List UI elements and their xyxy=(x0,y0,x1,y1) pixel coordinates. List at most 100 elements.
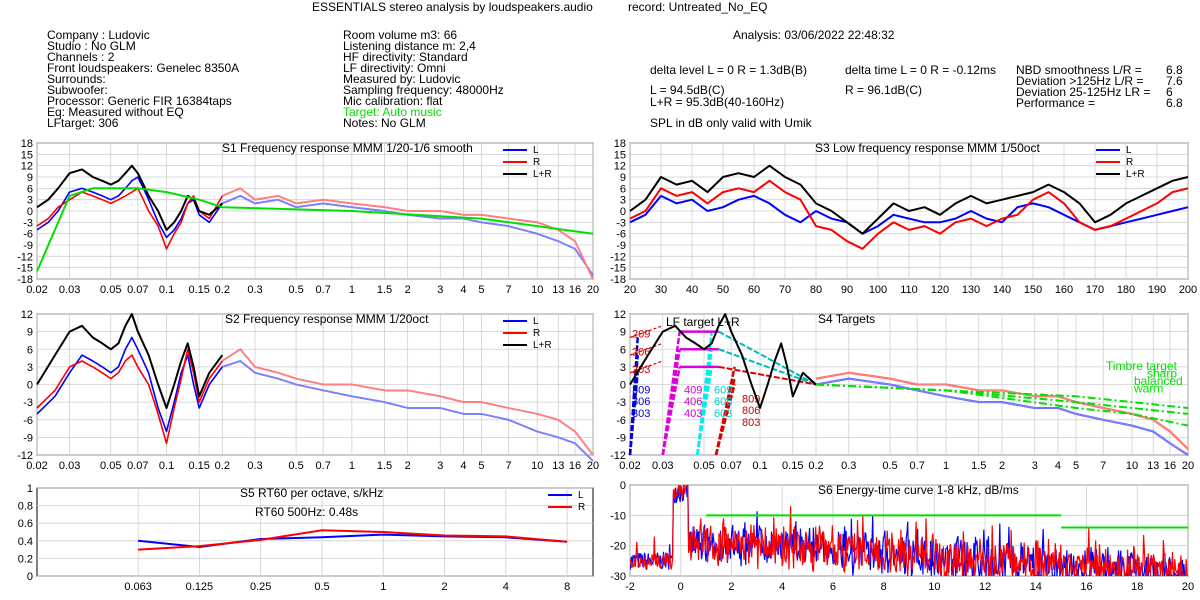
info-target: Target: Auto music xyxy=(343,105,442,119)
y-tick-label: -9 xyxy=(23,432,33,444)
info-surrounds: Surrounds: xyxy=(47,72,106,86)
target-label: 403 xyxy=(684,408,702,420)
info-subwoofer: Subwoofer: xyxy=(47,83,108,97)
x-tick-label: 0.05 xyxy=(100,460,121,472)
lf-target-line xyxy=(718,348,817,386)
y-tick-label: -6 xyxy=(616,415,626,427)
y-tick-label: 0 xyxy=(27,571,33,583)
x-tick-label: 20 xyxy=(1182,581,1194,593)
x-tick-label: 0.15 xyxy=(188,284,209,296)
x-tick-label: 0.3 xyxy=(247,460,262,472)
x-tick-label: 2 xyxy=(728,581,734,593)
y-tick-label: 12 xyxy=(21,161,33,173)
y-tick-label: 3 xyxy=(27,362,33,374)
target-label: 309 xyxy=(632,384,650,396)
target-label: 306 xyxy=(632,396,650,408)
x-tick-label: 0.25 xyxy=(250,581,271,593)
y-tick-label: -18 xyxy=(17,274,33,286)
series-l-plus-r xyxy=(629,313,817,409)
panel-s5: 0.063 0.125 0.25 0.5 1 2 4 8 1 0.8 0.6 0.4 0.2 0 S5 RT… xyxy=(18,483,594,593)
x-tick-label: 0.03 xyxy=(652,460,673,472)
x-tick-label: 0.07 xyxy=(127,460,148,472)
y-tick-label: 15 xyxy=(614,149,626,161)
x-tick-label: 0.3 xyxy=(247,284,262,296)
x-tick-label: 10 xyxy=(1126,460,1138,472)
target-label: 409 xyxy=(684,384,702,396)
etc-curves xyxy=(630,485,1188,576)
dev25-label: Deviation 25-125Hz LR = xyxy=(1016,85,1151,99)
y-tick-label: -12 xyxy=(17,450,33,462)
y-tick-label: -15 xyxy=(17,263,33,275)
x-tick-label: 1.5 xyxy=(971,460,986,472)
y-tick-label: -12 xyxy=(610,450,626,462)
y-tick-label: 3 xyxy=(620,195,626,207)
y-tick-label: 9 xyxy=(27,327,33,339)
x-tick-label: 16 xyxy=(1080,581,1092,593)
y-tick-label: 0 xyxy=(620,206,626,218)
series-l-plus-r xyxy=(629,164,1189,235)
x-tick-label: 100 xyxy=(869,284,887,296)
x-tick-label: 20 xyxy=(1182,460,1194,472)
x-tick-label: 3 xyxy=(1032,460,1038,472)
panel-s2: 0.02 0.03 0.05 0.07 0.1 0.15 0.2 0.3 0.5 0.7 1 1.5 2… xyxy=(17,309,599,472)
target-label: 303 xyxy=(632,408,650,420)
y-tick-label: -6 xyxy=(23,415,33,427)
lf-target-line xyxy=(629,325,663,339)
x-tick-label: 0.05 xyxy=(100,284,121,296)
y-tick-label: 0.8 xyxy=(18,501,33,513)
info-front-speakers: Front loudspeakers: Genelec 8350A xyxy=(47,61,240,75)
x-tick-label: 16 xyxy=(1164,460,1176,472)
y-tick-label: -3 xyxy=(616,397,626,409)
info-notes: Notes: No GLM xyxy=(343,116,426,130)
info-processor: Processor: Generic FIR 16384taps xyxy=(47,94,232,108)
x-tick-label: 200 xyxy=(1179,284,1197,296)
y-tick-label: 6 xyxy=(27,344,33,356)
x-tick-label: 120 xyxy=(931,284,949,296)
x-tick-label: 0.5 xyxy=(882,460,897,472)
x-tick-label: 90 xyxy=(841,284,853,296)
x-tick-label: 0.2 xyxy=(215,284,230,296)
x-tick-label: 0.15 xyxy=(782,460,803,472)
y-tick-label: 0.2 xyxy=(18,553,33,565)
x-tick-label: 0.3 xyxy=(841,460,856,472)
x-tick-label: 20 xyxy=(624,284,636,296)
x-tick-label: 10 xyxy=(531,460,543,472)
perf-value: 6.8 xyxy=(1166,96,1183,110)
dev125-label: Deviation >125Hz L/R = xyxy=(1016,74,1144,88)
y-tick-label: 0.4 xyxy=(18,536,33,548)
x-tick-label: 13 xyxy=(552,284,564,296)
x-tick-label: 0.7 xyxy=(910,460,925,472)
x-tick-label: 160 xyxy=(1055,284,1073,296)
y-tick-label: 12 xyxy=(614,309,626,321)
x-tick-label: 0.03 xyxy=(59,460,80,472)
x-tick-label: 6 xyxy=(830,581,836,593)
x-tick-label: 110 xyxy=(900,284,918,296)
y-tick-label: 6 xyxy=(620,344,626,356)
y-tick-label: 3 xyxy=(27,195,33,207)
x-tick-label: 1 xyxy=(380,581,386,593)
y-tick-label: 18 xyxy=(614,138,626,150)
panel-s3: 20 30 40 50 60 70 80 90 100 110 120 130 140 150 160 170… xyxy=(610,138,1197,296)
target-label: 209 xyxy=(632,329,650,341)
legend-label: R xyxy=(1126,157,1133,168)
lf-target-line xyxy=(661,366,681,456)
y-tick-label: -3 xyxy=(23,217,33,229)
report-title: ESSENTIALS stereo analysis by loudspeake… xyxy=(312,0,593,14)
x-tick-label: 10 xyxy=(531,284,543,296)
chart-annotation: RT60 500Hz: 0.48s xyxy=(255,505,358,519)
perf-label: Performance = xyxy=(1016,96,1096,110)
nbd-label: NBD smoothness L/R = xyxy=(1016,63,1142,77)
info-lf-directivity: LF directivity: Omni xyxy=(343,61,446,75)
x-tick-label: 0.2 xyxy=(215,460,230,472)
x-tick-label: 14 xyxy=(1030,581,1042,593)
x-tick-label: 4 xyxy=(1055,460,1061,472)
x-tick-label: 0.1 xyxy=(159,284,174,296)
y-tick-label: 0 xyxy=(27,206,33,218)
x-tick-label: 0.02 xyxy=(26,460,47,472)
x-tick-label: 1 xyxy=(349,460,355,472)
y-tick-label: -9 xyxy=(616,432,626,444)
lf-target-line xyxy=(628,372,639,456)
x-tick-label: 3 xyxy=(437,284,443,296)
